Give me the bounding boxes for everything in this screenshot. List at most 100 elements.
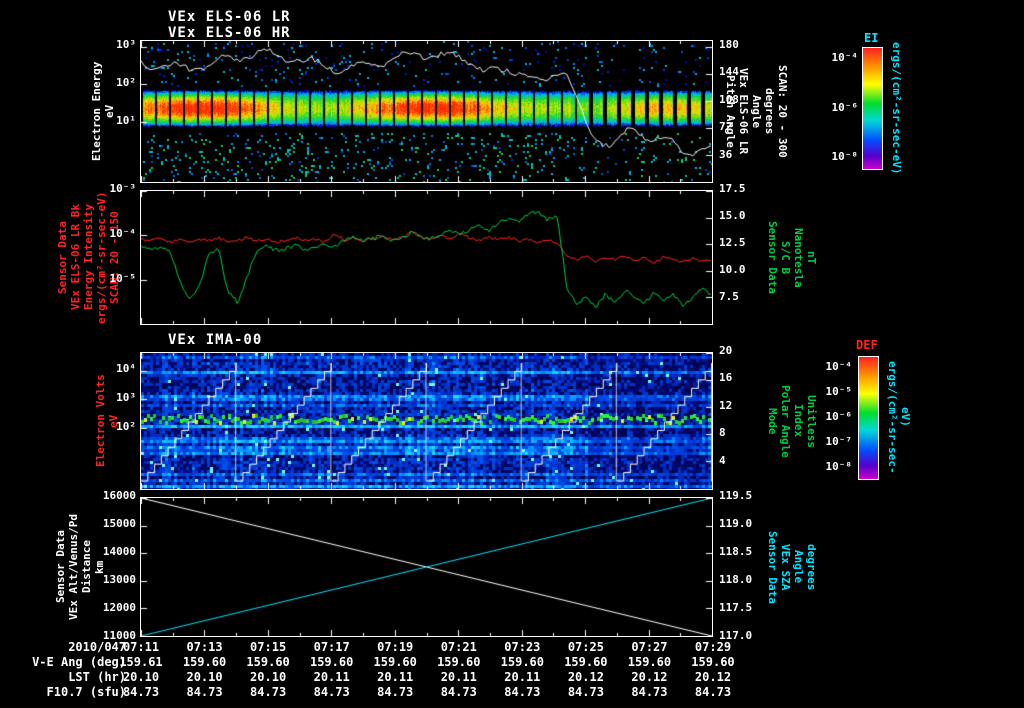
sensor-y-axis-label: Sensor Data VEx ELS-06 LR Bk Energy Inte… (56, 191, 121, 324)
date-label: 2010/047 (68, 640, 126, 654)
sensor-left-tick-label: 10⁻⁵ (109, 272, 137, 286)
els-right-tick-label: 144 (719, 65, 739, 79)
table-row-value: 84.73 (377, 685, 414, 699)
table-row-label: LST (hr) (68, 670, 126, 684)
sensor-right-axis-label: Sensor Data S/C B Nanotesla nT (766, 221, 818, 294)
els-title-hr: VEx ELS-06 HR (168, 25, 291, 41)
table-row-value: 159.60 (246, 655, 290, 669)
els-right-tick-label: 108 (719, 92, 739, 106)
orbit-right-tick-label: 117.0 (719, 629, 753, 642)
table-row-value: 20.12 (694, 670, 732, 684)
orbit-right-tick-label: 117.5 (719, 601, 753, 614)
table-row-value: 159.60 (564, 655, 608, 669)
els-right-tick-label: 36 (719, 147, 733, 161)
time-tick-label: 07:29 (694, 640, 732, 654)
ima-colorbar-tick-label: 10⁻⁵ (825, 385, 853, 399)
els-left-tick-label: 10¹ (116, 113, 136, 127)
table-row-label: F10.7 (sfu) (46, 685, 126, 699)
orbit-right-tick-label: 118.5 (719, 545, 753, 558)
time-tick-label: 07:25 (567, 640, 604, 654)
ima-right-tick-label: 20 (719, 344, 733, 357)
table-row-value: 159.60 (373, 655, 417, 669)
time-tick-label: 07:11 (122, 640, 160, 654)
time-tick-label: 07:21 (440, 640, 477, 654)
sensor-right-tick-label: 10.0 (719, 263, 746, 276)
els-colorbar-tick-label: 10⁻⁴ (831, 51, 859, 65)
table-row-value: 159.60 (500, 655, 544, 669)
table-row-value: 84.73 (440, 685, 477, 699)
table-row-value: 84.73 (313, 685, 350, 699)
ima-spectrogram-canvas (141, 353, 712, 489)
els-colorbar (862, 47, 883, 170)
els-spectrogram-panel (140, 40, 713, 183)
table-row-value: 159.60 (309, 655, 354, 669)
table-row-value: 159.61 (119, 655, 163, 669)
table-row-value: 84.73 (694, 685, 732, 699)
table-row-value: 20.12 (631, 670, 668, 684)
table-row-value: 159.60 (627, 655, 672, 669)
orbit-left-tick-label: 14000 (102, 545, 136, 558)
ima-left-tick-label: 10² (116, 420, 136, 434)
orbit-left-tick-label: 16000 (102, 489, 136, 502)
table-row-value: 20.11 (313, 670, 350, 684)
table-row-value: 20.10 (186, 670, 223, 684)
sensor-left-tick-label: 10⁻³ (109, 182, 137, 195)
table-row-value: 159.60 (182, 655, 227, 669)
ima-right-tick-label: 12 (719, 399, 733, 413)
els-left-tick-label: 10² (116, 76, 136, 90)
sensor-right-tick-label: 15.0 (719, 209, 746, 222)
sensor-line-panel (140, 190, 713, 325)
sensor-right-tick-label: 7.5 (719, 290, 739, 303)
orbit-right-tick-label: 119.5 (719, 489, 753, 502)
table-row-value: 84.73 (250, 685, 287, 699)
els-spectrogram-canvas (141, 41, 712, 182)
time-tick-label: 07:13 (186, 640, 223, 654)
orbit-right-tick-label: 118.0 (719, 573, 753, 586)
time-tick-label: 07:15 (250, 640, 287, 654)
table-row-value: 20.12 (567, 670, 604, 684)
ima-colorbar-title: DEF (856, 338, 878, 352)
orbit-left-tick-label: 13000 (102, 573, 136, 586)
ima-colorbar-tick-label: 10⁻⁴ (825, 360, 853, 374)
sensor-left-tick-label: 10⁻⁴ (109, 226, 137, 240)
els-right-axis-label: Pitch Angle VEx ELS-06 LR Angle degrees … (724, 65, 789, 158)
table-row-value: 84.73 (504, 685, 541, 699)
table-row-value: 20.11 (440, 670, 477, 684)
ima-left-tick-label: 10⁴ (116, 361, 136, 375)
ima-right-tick-label: 8 (719, 425, 726, 439)
table-row-value: 84.73 (631, 685, 668, 699)
orbit-left-tick-label: 11000 (102, 629, 136, 642)
els-title-lr: VEx ELS-06 LR (168, 9, 291, 25)
ima-right-tick-label: 4 (719, 453, 726, 467)
els-colorbar-tick-label: 10⁻⁸ (831, 149, 859, 163)
ima-colorbar-unit-label: ergs/(cm²-sr-sec-eV) (886, 360, 912, 474)
ima-title: VEx IMA-00 (168, 332, 263, 348)
table-row-value: 159.60 (691, 655, 735, 669)
ima-spectrogram-panel (140, 352, 713, 490)
sensor-line-canvas (141, 191, 712, 324)
sensor-right-tick-label: 17.5 (719, 182, 746, 195)
table-row-value: 84.73 (122, 685, 160, 699)
table-row-value: 20.11 (504, 670, 541, 684)
ima-colorbar-tick-label: 10⁻⁷ (825, 434, 853, 448)
sensor-right-tick-label: 12.5 (719, 236, 746, 249)
table-row-value: 20.11 (377, 670, 414, 684)
ima-left-tick-label: 10³ (116, 391, 136, 405)
orbit-line-canvas (141, 498, 712, 636)
table-row-value: 159.60 (437, 655, 481, 669)
els-colorbar-unit-label: ergs/(cm²-sr-sec-eV) (890, 42, 903, 175)
ima-right-axis-label: Mode Polar Angle Index Unitless (766, 384, 818, 458)
els-right-tick-label: 180 (719, 38, 739, 51)
orbit-left-tick-label: 12000 (102, 601, 136, 614)
els-right-tick-label: 72 (719, 120, 733, 134)
els-y-axis-label: Electron Energy eV (90, 61, 116, 162)
time-tick-label: 07:17 (313, 640, 350, 654)
els-colorbar-tick-label: 10⁻⁶ (831, 100, 859, 114)
orbit-left-tick-label: 15000 (102, 517, 136, 530)
orbit-right-axis-label: Sensor Data VEx SZA Angle degrees (766, 530, 818, 604)
table-row-value: 84.73 (567, 685, 604, 699)
table-row-value: 20.10 (122, 670, 160, 684)
table-row-label: V-E Ang (deg) (32, 655, 126, 669)
time-tick-label: 07:19 (377, 640, 414, 654)
